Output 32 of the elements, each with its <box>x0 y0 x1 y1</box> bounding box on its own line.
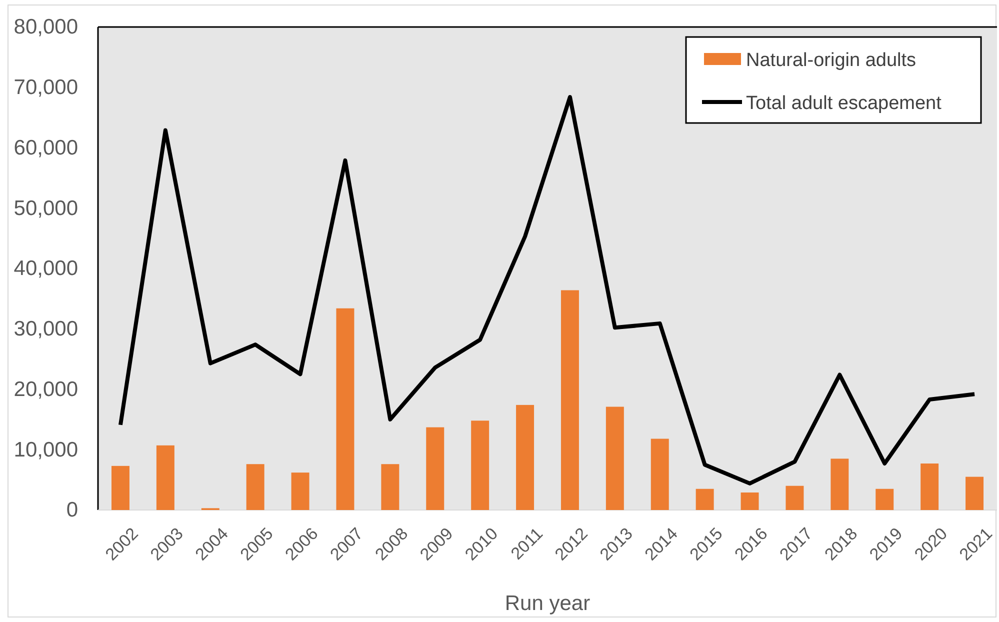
x-axis-title: Run year <box>504 592 590 615</box>
bar <box>606 406 624 510</box>
bar <box>696 488 714 510</box>
bar <box>876 488 894 510</box>
bar <box>246 464 264 510</box>
y-tick-label: 30,000 <box>14 318 78 341</box>
bar <box>336 308 354 510</box>
y-tick-label: 60,000 <box>14 136 78 160</box>
y-tick-label: 0 <box>66 498 78 522</box>
line-series <box>118 95 977 486</box>
bar <box>471 420 490 510</box>
bar <box>830 458 849 510</box>
y-tick-label: 80,000 <box>14 16 78 39</box>
bar <box>650 438 669 510</box>
bar <box>111 466 130 510</box>
y-tick-label: 10,000 <box>14 438 78 462</box>
bar <box>516 404 534 510</box>
legend-label: Total adult escapement <box>746 93 942 114</box>
y-tick-label: 20,000 <box>14 378 78 401</box>
bar <box>426 427 444 510</box>
bar <box>966 476 984 510</box>
bar <box>381 464 400 510</box>
bar <box>740 492 759 510</box>
bar <box>920 464 939 510</box>
y-tick-label: 70,000 <box>14 76 78 100</box>
y-tick-label: 40,000 <box>14 257 78 280</box>
bar <box>560 290 579 510</box>
bar <box>291 472 310 510</box>
y-tick-label: 50,000 <box>14 196 78 220</box>
bar <box>786 486 804 510</box>
bar <box>156 445 174 510</box>
legend-label: Natural-origin adults <box>746 50 916 71</box>
